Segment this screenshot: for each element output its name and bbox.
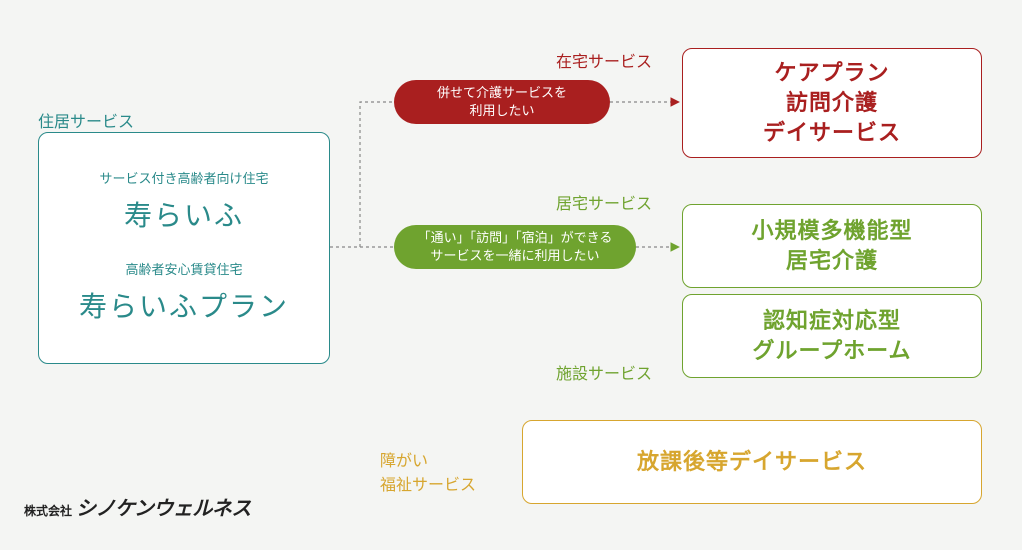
logo-name: シノケンウェルネス (76, 498, 251, 520)
section-label-disability: 障がい 福祉サービス (380, 450, 476, 498)
disability-line1: 放課後等デイサービス (637, 447, 867, 477)
section-label-housing: 住居サービス (38, 108, 134, 132)
section-label-home: 在宅サービス (556, 48, 652, 72)
home-line2: 訪問介護 (786, 88, 878, 118)
housing-item2-name: 寿らいふプラン (79, 285, 289, 325)
condition-pill-red: 併せて介護サービスを 利用したい (394, 80, 610, 124)
section-label-disability-l2: 福祉サービス (380, 474, 476, 498)
housing-item1-sub: サービス付き高齢者向け住宅 (99, 171, 268, 188)
housing-item1-name: 寿らいふ (99, 194, 268, 234)
facility-line1: 認知症対応型 (763, 306, 901, 336)
condition-pill-green-line1: 「通い」「訪問」「宿泊」ができる (418, 229, 613, 247)
section-label-residence: 居宅サービス (556, 190, 652, 214)
housing-box: サービス付き高齢者向け住宅 寿らいふ 高齢者安心賃貸住宅 寿らいふプラン (38, 132, 330, 364)
section-label-disability-l1: 障がい (380, 450, 476, 474)
residence-box: 小規模多機能型 居宅介護 (682, 204, 982, 288)
residence-line2: 居宅介護 (786, 246, 878, 276)
condition-pill-red-line1: 併せて介護サービスを (437, 84, 567, 102)
condition-pill-red-line2: 利用したい (469, 102, 534, 120)
home-line3: デイサービス (763, 118, 901, 148)
disability-box: 放課後等デイサービス (522, 420, 982, 504)
condition-pill-green-line2: サービスを一緒に利用したい (430, 247, 599, 265)
facility-box: 認知症対応型 グループホーム (682, 294, 982, 378)
company-logo: 株式会社シノケンウェルネス (24, 492, 251, 521)
facility-line2: グループホーム (752, 336, 911, 366)
condition-pill-green: 「通い」「訪問」「宿泊」ができる サービスを一緒に利用したい (394, 225, 636, 269)
home-services-box: ケアプラン 訪問介護 デイサービス (682, 48, 982, 158)
housing-item2-sub: 高齢者安心賃貸住宅 (79, 262, 289, 279)
residence-line1: 小規模多機能型 (751, 216, 912, 246)
logo-prefix: 株式会社 (24, 504, 72, 518)
home-line1: ケアプラン (774, 58, 889, 88)
section-label-facility: 施設サービス (556, 360, 652, 384)
